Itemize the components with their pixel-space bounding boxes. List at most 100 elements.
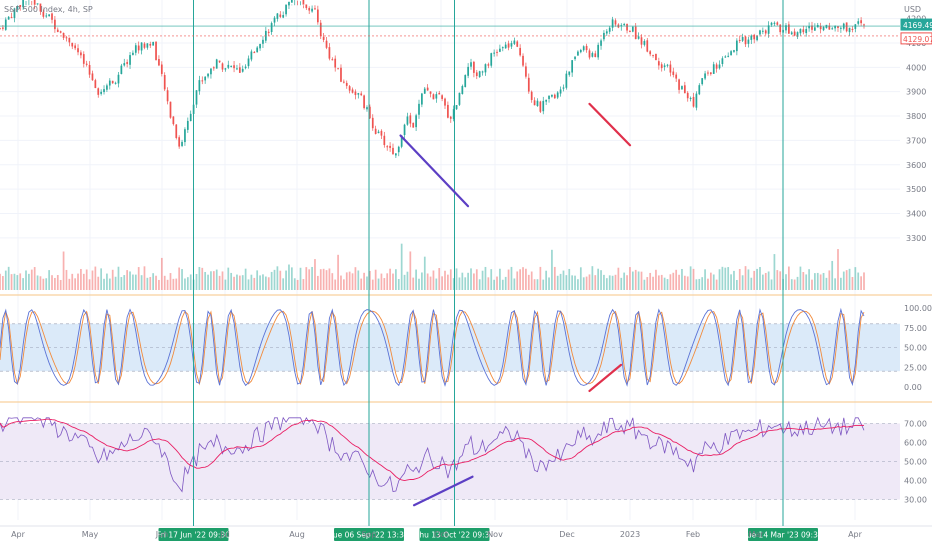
volume-bar (111, 269, 114, 290)
volume-bar (585, 276, 588, 290)
candle (837, 26, 839, 28)
candle (467, 66, 469, 76)
candle (91, 73, 94, 81)
candle (845, 22, 848, 32)
volume-bar (126, 270, 129, 290)
candle (418, 103, 420, 115)
volume-bar (724, 267, 727, 290)
candle (267, 31, 270, 33)
volume-bar (345, 272, 348, 290)
price-tick-label: 3600 (906, 161, 926, 170)
price-tick-label: 3800 (906, 112, 926, 121)
volume-bar (828, 270, 831, 290)
candle (2, 27, 4, 29)
volume-bar (721, 266, 724, 290)
volume-bar (603, 274, 605, 290)
volume-bar (305, 267, 308, 290)
candle (77, 48, 79, 53)
volume-bar (42, 278, 45, 290)
candle (600, 40, 602, 46)
candle (412, 122, 415, 128)
candle (707, 72, 709, 74)
candle (397, 146, 400, 153)
volume-bar (74, 278, 76, 290)
candle (753, 34, 756, 40)
candle (132, 52, 134, 55)
volume-bar (397, 279, 400, 290)
candle (152, 42, 155, 46)
volume-bar (695, 279, 698, 290)
volume-bar (39, 276, 42, 290)
rsi-trendline-purple (412, 475, 474, 507)
candle (756, 35, 758, 41)
candle (660, 64, 663, 69)
candle (160, 64, 163, 74)
volume-bar (851, 276, 854, 290)
volume-bar (704, 269, 706, 290)
volume-bar (657, 275, 660, 290)
candle (256, 47, 259, 53)
volume-bar (814, 273, 816, 290)
volume-bar (542, 279, 545, 290)
symbol-header[interactable]: S&P 500 Index, 4h, SP (4, 5, 93, 14)
candle (351, 89, 354, 93)
candle (111, 80, 114, 84)
candle (33, 0, 36, 5)
candle (71, 42, 74, 47)
candle (238, 67, 241, 73)
volume-bar (715, 279, 718, 290)
volume-bar (467, 272, 469, 290)
volume-bar (481, 270, 484, 290)
volume-bar (799, 266, 802, 290)
volume-bar (562, 270, 565, 290)
candle (129, 55, 131, 65)
volume-bar (533, 279, 536, 290)
candle (767, 25, 770, 34)
volume-bar (134, 274, 137, 290)
candle (325, 40, 328, 48)
volume-bar (629, 267, 631, 290)
volume-bar (403, 274, 406, 290)
volume-bar (59, 279, 62, 290)
volume-bar (608, 275, 611, 290)
volume-bar (418, 278, 420, 290)
month-label: Feb (686, 530, 700, 539)
volume-bar (761, 274, 764, 290)
volume-bar (103, 278, 105, 290)
stoch-tick-label: 50.00 (904, 344, 927, 353)
volume-bar (449, 269, 452, 290)
volume-bar (343, 279, 345, 290)
marker-date-label: Tue 14 Mar '23 09:30 (742, 531, 822, 540)
candle (233, 65, 235, 69)
volume-bar (7, 266, 10, 290)
candle (649, 51, 652, 55)
volume-bar (421, 272, 423, 290)
volume-bar (316, 275, 319, 290)
candle (432, 94, 435, 100)
volume-bar (178, 267, 181, 290)
volume-bar (536, 279, 539, 290)
marker-date-label: Fri 17 Jun '22 09:30 (157, 531, 230, 540)
volume-bar (423, 256, 426, 290)
volume-bar (13, 273, 16, 290)
candle (337, 68, 339, 70)
candle (689, 97, 692, 99)
volume-bar (530, 271, 533, 290)
volume-bar (473, 273, 475, 290)
rsi-tick-label: 40.00 (904, 477, 927, 486)
price-tick-label: 3400 (906, 209, 926, 218)
month-label: Apr (848, 530, 863, 539)
volume-bar (663, 277, 666, 290)
candle (657, 61, 660, 66)
volume-bar (91, 270, 94, 290)
volume-bar (288, 264, 290, 290)
volume-bar (56, 275, 59, 290)
candle (371, 117, 374, 129)
candle (68, 37, 71, 43)
candle (744, 36, 747, 45)
candle (747, 39, 750, 44)
volume-bar (169, 273, 172, 290)
volume-bar (311, 266, 313, 290)
volume-bar (539, 266, 542, 290)
